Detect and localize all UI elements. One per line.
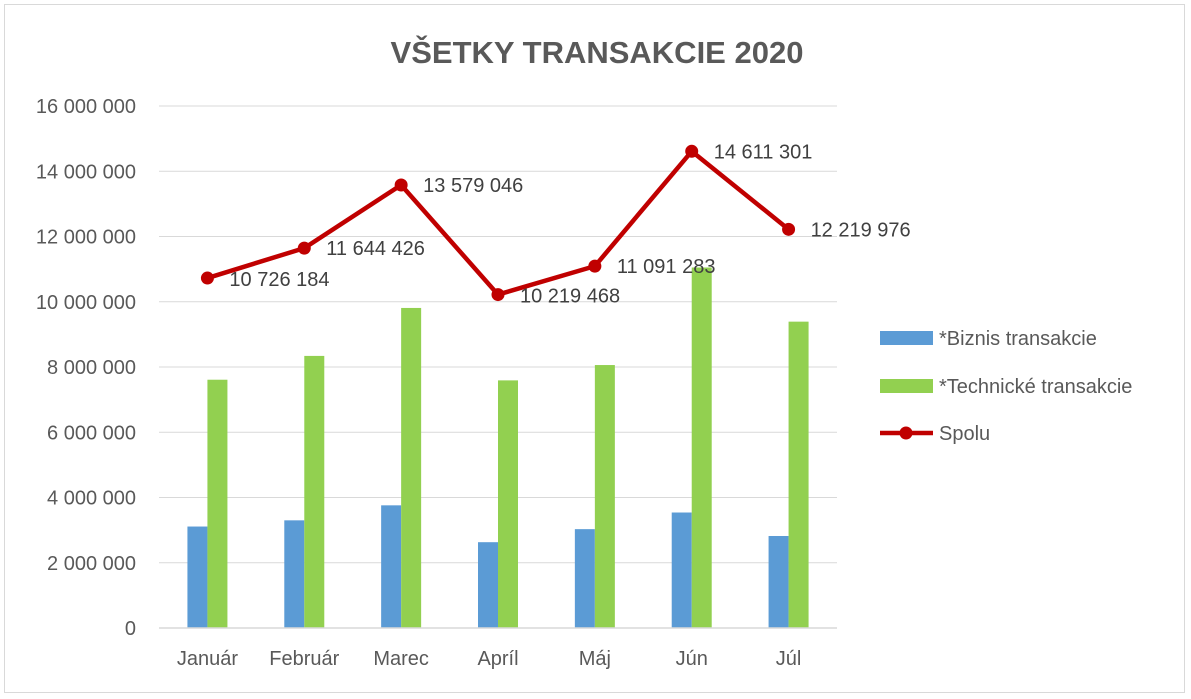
total-data-label: 11 091 283 xyxy=(617,256,716,278)
total-point xyxy=(297,241,311,255)
legend-item: *Technické transakcie xyxy=(880,376,1132,398)
x-tick-label: Február xyxy=(269,648,339,670)
chart-frame: VŠETKY TRANSAKCIE 2020 0 2 000 000 4 000 0… xyxy=(4,4,1185,693)
technicke-bar xyxy=(788,321,809,628)
total-data-label: 10 726 184 xyxy=(229,269,329,291)
biznis-bar xyxy=(671,512,692,628)
biznis-bar xyxy=(478,542,498,628)
legend-swatch xyxy=(880,331,933,345)
x-tick-label: Júl xyxy=(776,648,802,670)
legend-swatch-marker xyxy=(899,426,913,440)
total-data-label: 11 644 426 xyxy=(326,238,425,260)
y-tick-label: 14 000 000 xyxy=(36,161,136,183)
biznis-bar xyxy=(284,520,305,628)
technicke-bar xyxy=(594,365,615,628)
legend-label: *Technické transakcie xyxy=(939,376,1132,398)
biznis-bar xyxy=(574,529,595,628)
total-data-label: 10 219 468 xyxy=(520,286,620,308)
technicke-bar xyxy=(304,355,325,628)
total-point xyxy=(394,178,408,192)
y-axis-tick-labels: 0 2 000 000 4 000 000 6 000 000 8 000 000 10 … xyxy=(36,96,136,640)
y-tick-label: 16 000 000 xyxy=(36,96,136,118)
x-tick-label: Jún xyxy=(676,648,708,670)
data-labels: 10 726 184 11 644 426 13 579 046 10 219 468… xyxy=(229,141,910,307)
biznis-bar xyxy=(381,505,402,628)
x-tick-label: Apríl xyxy=(477,648,518,670)
y-tick-label: 10 000 000 xyxy=(36,292,136,314)
legend-item: *Biznis transakcie xyxy=(880,328,1097,350)
biznis-bar xyxy=(768,535,789,628)
total-point xyxy=(782,222,796,236)
x-axis-tick-labels: Január Február Marec Apríl Máj Jún Júl xyxy=(177,648,802,670)
legend-swatch xyxy=(880,379,933,393)
x-tick-label: Marec xyxy=(373,648,429,670)
total-point xyxy=(491,288,505,302)
total-point xyxy=(588,259,602,273)
legend: *Biznis transakcie *Technické transakcie S… xyxy=(880,328,1132,445)
technicke-bar xyxy=(207,379,228,628)
legend-label: Spolu xyxy=(939,423,990,445)
legend-label: *Biznis transakcie xyxy=(939,328,1097,350)
y-tick-label: 8 000 000 xyxy=(47,357,136,379)
total-point xyxy=(200,271,214,285)
y-tick-label: 6 000 000 xyxy=(47,422,136,444)
legend-item: Spolu xyxy=(880,423,990,445)
y-tick-label: 12 000 000 xyxy=(36,227,136,249)
total-line xyxy=(200,144,796,302)
y-tick-label: 4 000 000 xyxy=(47,488,136,510)
chart-title: VŠETKY TRANSAKCIE 2020 xyxy=(391,34,804,70)
total-point xyxy=(685,144,699,158)
y-tick-label: 2 000 000 xyxy=(47,553,136,575)
total-data-label: 12 219 976 xyxy=(811,219,911,241)
total-data-label: 13 579 046 xyxy=(423,175,523,197)
biznis-bar xyxy=(187,526,208,628)
bars xyxy=(187,267,809,628)
total-data-label: 14 611 301 xyxy=(714,141,813,163)
technicke-bar xyxy=(401,307,422,628)
chart-svg: VŠETKY TRANSAKCIE 2020 0 2 000 000 4 000 0… xyxy=(36,34,1133,670)
x-tick-label: Máj xyxy=(579,648,611,670)
x-tick-label: Január xyxy=(177,648,238,670)
technicke-bar xyxy=(691,267,712,628)
technicke-bar xyxy=(498,380,518,628)
y-tick-label: 0 xyxy=(125,618,136,640)
